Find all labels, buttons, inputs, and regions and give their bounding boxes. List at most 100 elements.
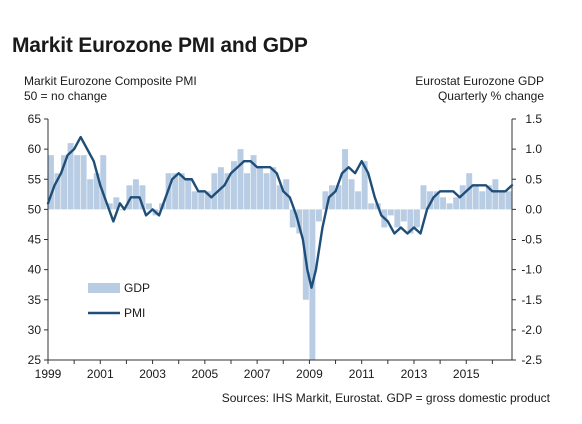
x-tick-label: 2011 xyxy=(349,367,375,381)
source-note: Sources: IHS Markit, Eurostat. GDP = gro… xyxy=(221,391,550,405)
legend-gdp-label: GDP xyxy=(124,281,150,295)
legend-gdp-swatch xyxy=(88,283,120,293)
right-tick-label: -2.5 xyxy=(521,353,542,367)
legend-pmi-label: PMI xyxy=(124,306,145,320)
gdp-bar xyxy=(355,191,362,210)
x-tick-label: 2013 xyxy=(401,367,428,381)
gdp-bar xyxy=(230,161,237,210)
left-axis-label-line2: 50 = no change xyxy=(24,89,108,103)
gdp-bar xyxy=(54,173,61,210)
gdp-bar xyxy=(211,173,218,210)
gdp-bar xyxy=(361,161,368,210)
left-tick-label: 40 xyxy=(28,263,42,277)
gdp-bar xyxy=(106,203,113,210)
gdp-bar xyxy=(322,191,329,210)
gdp-bar xyxy=(400,209,407,222)
gdp-bar xyxy=(446,203,453,210)
gdp-bar xyxy=(387,209,394,216)
gdp-bar xyxy=(100,155,107,210)
tick-labels: 65 60 55 50 45 40 35 30 25 1.5 1.0 0.5 0.0 -0.5 -1.0 -1… xyxy=(28,112,543,381)
x-tick-label: 2007 xyxy=(244,367,271,381)
gdp-bar xyxy=(67,143,74,210)
left-tick-label: 50 xyxy=(28,202,42,216)
gdp-bar xyxy=(93,173,100,210)
gdp-bar xyxy=(87,179,94,210)
right-tick-label: 0.5 xyxy=(525,172,542,186)
gdp-bar xyxy=(315,209,322,222)
gdp-bar xyxy=(296,209,303,234)
left-tick-label: 60 xyxy=(28,142,42,156)
gdp-bar xyxy=(185,179,192,210)
gdp-bar xyxy=(394,209,401,228)
left-axis-title: Markit Eurozone Composite PMI 50 = no ch… xyxy=(24,74,197,104)
gdp-bar xyxy=(270,167,277,210)
x-tick-label: 2003 xyxy=(139,367,166,381)
x-tick-label: 2001 xyxy=(87,367,114,381)
gdp-bar xyxy=(178,173,185,210)
gdp-bar xyxy=(472,185,479,210)
legend: GDP PMI xyxy=(88,281,150,320)
gdp-bar xyxy=(276,185,283,210)
left-tick-label: 25 xyxy=(28,353,42,367)
gdp-bar xyxy=(329,185,335,210)
gdp-bar xyxy=(485,185,492,210)
x-tick-label: 2005 xyxy=(191,367,218,381)
gdp-bar xyxy=(348,179,355,210)
gdp-bar xyxy=(139,185,146,210)
x-tick-label: 2015 xyxy=(453,367,480,381)
gdp-bar xyxy=(80,155,87,210)
gdp-bar xyxy=(198,191,205,210)
left-tick-label: 65 xyxy=(28,112,42,126)
gdp-bar xyxy=(289,209,296,228)
x-tick-label: 1999 xyxy=(35,367,62,381)
gdp-bar xyxy=(466,173,473,210)
gdp-bar xyxy=(204,191,211,210)
gdp-bar xyxy=(342,149,349,210)
gdp-bar xyxy=(146,203,152,210)
right-axis-label-line1: Eurostat Eurozone GDP xyxy=(415,74,544,88)
gdp-bar xyxy=(505,191,512,210)
pmi-line xyxy=(46,135,514,289)
left-tick-label: 35 xyxy=(28,293,42,307)
gdp-bar xyxy=(74,155,81,210)
gdp-bar xyxy=(237,149,244,210)
gdp-bar xyxy=(132,179,139,210)
gdp-bar xyxy=(479,191,486,210)
gdp-bar xyxy=(335,185,342,210)
gdp-bar xyxy=(191,191,198,210)
gdp-bar xyxy=(427,191,433,210)
pmi-line-group xyxy=(46,135,514,289)
gdp-bar xyxy=(263,173,270,210)
gdp-bar xyxy=(459,185,466,210)
right-tick-label: 1.0 xyxy=(525,142,542,156)
right-tick-label: -2.0 xyxy=(521,323,542,337)
gdp-bar xyxy=(119,209,126,211)
right-axis-title: Eurostat Eurozone GDP Quarterly % change xyxy=(415,74,544,104)
gdp-bar xyxy=(498,191,505,210)
gdp-bar xyxy=(224,173,231,210)
axes xyxy=(44,118,516,364)
gdp-bar xyxy=(172,173,179,210)
right-tick-label: -1.0 xyxy=(521,263,542,277)
gdp-bar xyxy=(257,167,264,210)
gdp-bar xyxy=(492,179,499,210)
right-tick-label: -1.5 xyxy=(521,293,542,307)
gdp-bar xyxy=(440,197,447,210)
right-tick-label: 1.5 xyxy=(525,112,542,126)
gdp-bar xyxy=(413,209,420,228)
chart-title: Markit Eurozone PMI and GDP xyxy=(12,34,308,57)
left-tick-label: 55 xyxy=(28,172,42,186)
gdp-bar xyxy=(420,185,427,210)
gdp-bar xyxy=(61,155,68,210)
right-axis-label-line2: Quarterly % change xyxy=(437,89,544,103)
gdp-bar xyxy=(126,185,133,210)
left-tick-label: 45 xyxy=(28,233,42,247)
right-tick-label: 0.0 xyxy=(525,202,542,216)
gdp-bar xyxy=(453,197,460,210)
gdp-bar xyxy=(244,173,250,210)
left-axis-label-line1: Markit Eurozone Composite PMI xyxy=(24,74,197,88)
gdp-bar xyxy=(250,155,257,210)
right-tick-label: -0.5 xyxy=(521,233,542,247)
